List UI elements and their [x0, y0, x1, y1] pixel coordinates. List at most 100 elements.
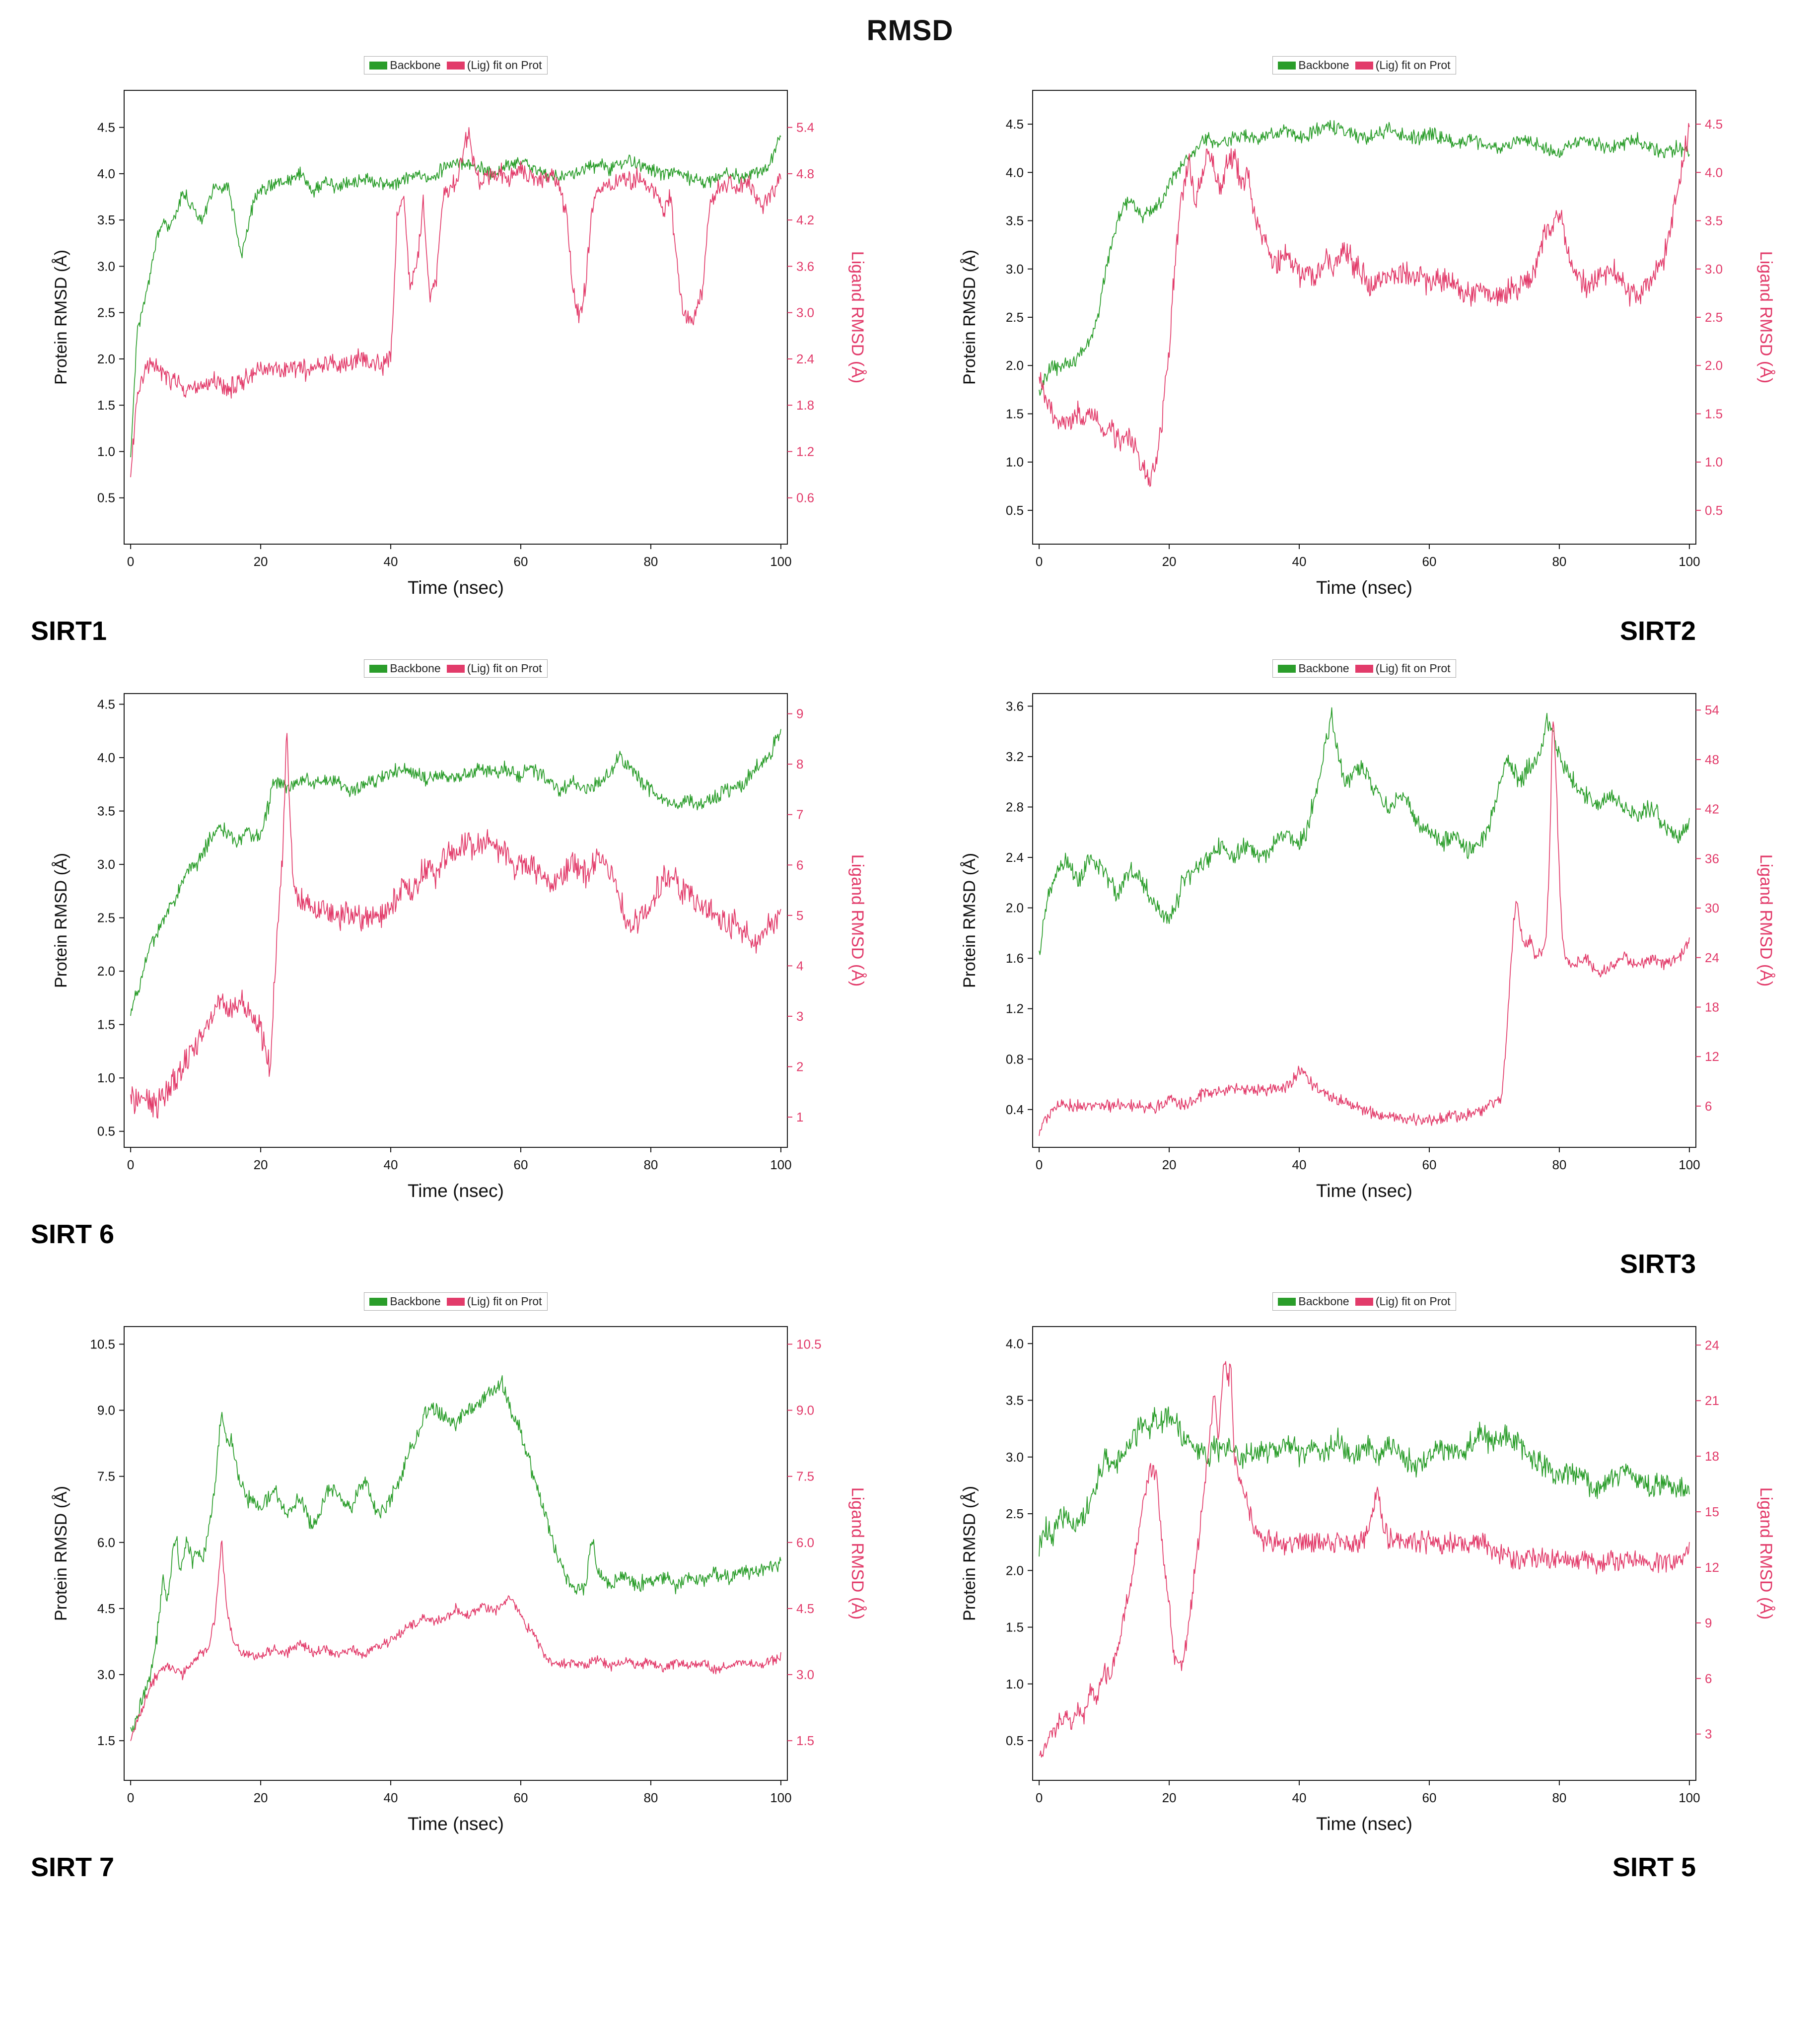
series-backbone [130, 1375, 781, 1732]
svg-text:21: 21 [1705, 1393, 1719, 1408]
svg-text:2.5: 2.5 [1006, 1506, 1024, 1521]
y-axis-left: 0.4 0.8 1.2 1.6 2.0 2.4 2.8 3.2 3.6 [1006, 699, 1033, 1117]
legend-sirt7: Backbone (Lig) fit on Prot [364, 1292, 548, 1311]
label-sirt7: SIRT 7 [31, 1852, 115, 1882]
svg-text:1.0: 1.0 [1006, 455, 1024, 470]
svg-text:18: 18 [1705, 1449, 1719, 1464]
svg-text:4.0: 4.0 [1006, 165, 1024, 180]
svg-text:1.2: 1.2 [1006, 1001, 1024, 1016]
svg-text:9.0: 9.0 [97, 1403, 115, 1418]
svg-text:3.0: 3.0 [97, 1667, 115, 1682]
svg-text:3.6: 3.6 [796, 259, 814, 274]
svg-text:1.0: 1.0 [1006, 1677, 1024, 1691]
svg-text:2: 2 [796, 1059, 803, 1074]
x-axis: 0 20 40 60 80 100 [1036, 544, 1700, 569]
svg-text:0: 0 [127, 554, 134, 569]
y-axis-label-left: Protein RMSD (Å) [52, 1486, 70, 1621]
svg-text:0.5: 0.5 [1006, 503, 1024, 518]
legend-sirt6: Backbone (Lig) fit on Prot [364, 659, 548, 678]
plot-sirt6: 0 20 40 60 80 100 Time (nsec) 0.5 1.0 1.5 2.0 2.5 3.… [52, 693, 867, 1201]
svg-text:100: 100 [1679, 554, 1700, 569]
plot-frame [124, 693, 788, 1148]
svg-text:3.5: 3.5 [1006, 1393, 1024, 1408]
svg-text:3.2: 3.2 [1006, 749, 1024, 764]
legend-swatch-ligand [446, 1297, 465, 1306]
legend-item: Backbone [369, 662, 441, 675]
svg-text:4.2: 4.2 [796, 212, 814, 227]
plot-frame [1032, 693, 1696, 1148]
series-ligand [1039, 1361, 1690, 1758]
svg-text:40: 40 [384, 554, 398, 569]
label-sirt3: SIRT3 [1619, 1249, 1696, 1279]
legend-label: Backbone [390, 59, 441, 71]
legend-item: (Lig) fit on Prot [1355, 1295, 1451, 1308]
legend-item: (Lig) fit on Prot [1355, 662, 1451, 675]
y-axis-label-left: Protein RMSD (Å) [960, 853, 979, 988]
svg-text:18: 18 [1705, 999, 1719, 1014]
svg-text:4.5: 4.5 [796, 1601, 814, 1616]
x-axis: 0 20 40 60 80 100 [127, 544, 792, 569]
label-row-1: SIRT1 SIRT2 [0, 616, 1820, 646]
svg-text:0: 0 [1036, 554, 1043, 569]
y-axis-right: 0.5 1.0 1.5 2.0 2.5 3.0 3.5 4.0 4.5 [1696, 117, 1723, 518]
plot-frame [1032, 1326, 1696, 1781]
svg-text:60: 60 [514, 1157, 528, 1172]
svg-text:1.5: 1.5 [97, 398, 115, 413]
svg-text:20: 20 [1162, 554, 1177, 569]
label-row-3: SIRT 7 SIRT 5 [0, 1852, 1820, 1883]
y-axis-label-right: Ligand RMSD (Å) [848, 251, 867, 383]
svg-text:6: 6 [796, 857, 803, 872]
svg-text:3.0: 3.0 [1705, 262, 1723, 277]
svg-text:1.0: 1.0 [1705, 455, 1723, 470]
svg-text:60: 60 [1422, 1790, 1437, 1805]
svg-text:0: 0 [1036, 1157, 1043, 1172]
svg-text:60: 60 [514, 554, 528, 569]
svg-text:0: 0 [127, 1790, 134, 1805]
legend-swatch-backbone [369, 664, 388, 673]
y-axis-right: 6 12 18 24 30 36 42 48 54 [1696, 703, 1719, 1114]
svg-text:10.5: 10.5 [90, 1336, 115, 1351]
svg-text:1.5: 1.5 [97, 1017, 115, 1032]
legend-label: Backbone [1298, 662, 1349, 675]
svg-text:1.5: 1.5 [97, 1733, 115, 1748]
legend-swatch-ligand [1355, 61, 1373, 70]
svg-text:1.0: 1.0 [97, 444, 115, 459]
y-axis-left: 1.5 3.0 4.5 6.0 7.5 9.0 10.5 [90, 1336, 124, 1748]
svg-text:42: 42 [1705, 802, 1719, 817]
label-row-2: SIRT 6 SIRT3 [0, 1219, 1820, 1279]
svg-text:4.0: 4.0 [1006, 1336, 1024, 1351]
legend-item: Backbone [1278, 1295, 1349, 1308]
svg-text:20: 20 [254, 554, 268, 569]
svg-text:3.5: 3.5 [97, 212, 115, 227]
y-axis-right: 1.5 3.0 4.5 6.0 7.5 9.0 10.5 [787, 1336, 822, 1748]
svg-text:0: 0 [127, 1157, 134, 1172]
svg-text:80: 80 [643, 1157, 658, 1172]
svg-text:3.0: 3.0 [796, 1667, 814, 1682]
figure-page: RMSD Backbone (Lig) fit on Prot 0 20 40 60 80 1… [0, 14, 1820, 2039]
svg-text:10.5: 10.5 [796, 1336, 822, 1351]
svg-text:0: 0 [1036, 1790, 1043, 1805]
chart-cell-sirt2: Backbone (Lig) fit on Prot 0 20 40 60 80 100 Tim… [917, 56, 1811, 613]
legend-label: (Lig) fit on Prot [1375, 662, 1451, 675]
svg-text:3.5: 3.5 [97, 804, 115, 819]
svg-text:7: 7 [796, 807, 803, 822]
legend-label: (Lig) fit on Prot [467, 662, 542, 675]
svg-text:40: 40 [384, 1790, 398, 1805]
x-axis-label: Time (nsec) [408, 577, 504, 598]
svg-text:0.4: 0.4 [1006, 1102, 1024, 1117]
x-axis-label: Time (nsec) [408, 1181, 504, 1201]
plot-frame [124, 90, 788, 545]
legend-label: (Lig) fit on Prot [467, 1295, 542, 1308]
svg-text:3.6: 3.6 [1006, 699, 1024, 713]
svg-text:6.0: 6.0 [796, 1535, 814, 1550]
svg-text:2.0: 2.0 [97, 964, 115, 979]
svg-text:6.0: 6.0 [97, 1535, 115, 1550]
svg-text:3: 3 [796, 1009, 803, 1024]
svg-text:2.0: 2.0 [97, 352, 115, 366]
legend-item: (Lig) fit on Prot [446, 1295, 542, 1308]
svg-text:2.5: 2.5 [1705, 310, 1723, 325]
series-ligand [130, 1540, 781, 1741]
plot-frame [1032, 90, 1696, 545]
legend-swatch-ligand [1355, 1297, 1373, 1306]
chart-cell-sirt5: Backbone (Lig) fit on Prot 0 20 40 60 80 100 Tim… [917, 1292, 1811, 1849]
